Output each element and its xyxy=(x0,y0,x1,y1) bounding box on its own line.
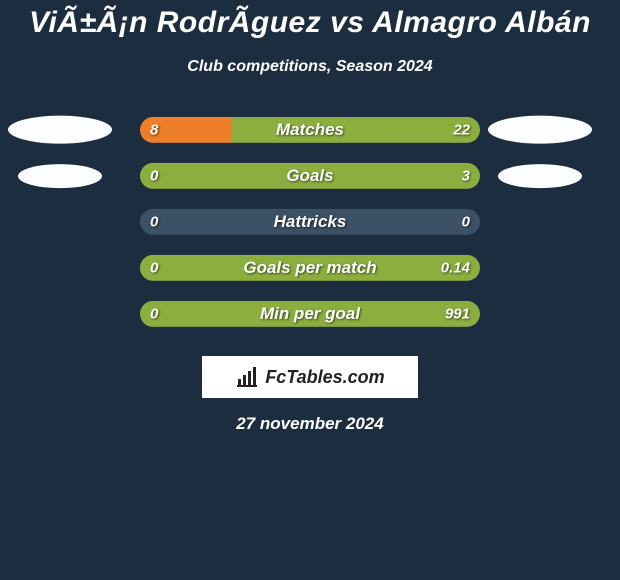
stat-row: 0 991 Min per goal xyxy=(0,294,620,340)
right-player-oval xyxy=(488,116,592,144)
bar-chart-icon xyxy=(235,365,259,389)
left-player-oval xyxy=(18,164,102,188)
logo-text: FcTables.com xyxy=(265,367,384,388)
stat-row: 0 3 Goals xyxy=(0,156,620,202)
stat-right-value: 22 xyxy=(453,121,470,138)
stat-left-value: 0 xyxy=(150,259,158,276)
stat-left-value: 0 xyxy=(150,213,158,230)
stat-rows: 8 22 Matches 0 3 Goals 0 0 Hattricks 0 0.14 Goals p… xyxy=(0,110,620,340)
page-subtitle: Club competitions, Season 2024 xyxy=(0,58,620,76)
stat-right-value: 0.14 xyxy=(441,259,470,276)
stat-row: 8 22 Matches xyxy=(0,110,620,156)
stat-right-value: 991 xyxy=(445,305,470,322)
stat-row: 0 0.14 Goals per match xyxy=(0,248,620,294)
stat-bar-track: 0 0.14 Goals per match xyxy=(140,255,480,281)
stat-left-value: 0 xyxy=(150,167,158,184)
stat-bar-track: 8 22 Matches xyxy=(140,117,480,143)
stat-label: Goals xyxy=(286,166,333,186)
date-text: 27 november 2024 xyxy=(0,414,620,434)
comparison-infographic: ViÃ±Ã¡n RodrÃ­guez vs Almagro Albán Club… xyxy=(0,0,620,580)
fctables-logo: FcTables.com xyxy=(202,356,418,398)
stat-bar-track: 0 3 Goals xyxy=(140,163,480,189)
page-title: ViÃ±Ã¡n RodrÃ­guez vs Almagro Albán xyxy=(0,0,620,40)
stat-bar-track: 0 0 Hattricks xyxy=(140,209,480,235)
stat-label: Min per goal xyxy=(260,304,360,324)
stat-bar-right-fill xyxy=(231,117,480,143)
stat-right-value: 0 xyxy=(462,213,470,230)
stat-row: 0 0 Hattricks xyxy=(0,202,620,248)
right-player-oval xyxy=(498,164,582,188)
stat-label: Hattricks xyxy=(274,212,347,232)
stat-label: Goals per match xyxy=(243,258,376,278)
stat-right-value: 3 xyxy=(462,167,470,184)
left-player-oval xyxy=(8,116,112,144)
stat-bar-track: 0 991 Min per goal xyxy=(140,301,480,327)
stat-label: Matches xyxy=(276,120,344,140)
stat-left-value: 0 xyxy=(150,305,158,322)
stat-left-value: 8 xyxy=(150,121,158,138)
